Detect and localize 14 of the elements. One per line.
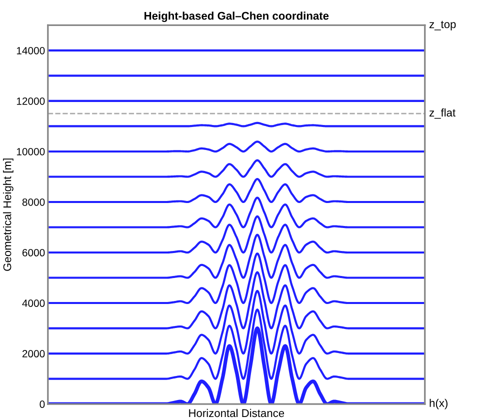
y-tick-label: 6000 <box>22 249 45 256</box>
ref-line-label: z_flat <box>429 108 456 119</box>
y-tick-label: 14000 <box>16 46 45 54</box>
y-axis-title: Geometrical Height [m] <box>3 158 14 271</box>
y-tick-label: 4000 <box>22 300 45 307</box>
y-tick-label: 12000 <box>16 97 45 105</box>
chart-title: Height-based Gal–Chen coordinate <box>144 12 329 22</box>
y-tick-label: 8000 <box>22 198 45 206</box>
series-label: h(x) <box>430 398 448 410</box>
x-axis-title: Horizontal Distance <box>189 408 284 418</box>
y-tick-label: 10000 <box>16 148 45 156</box>
y-tick-label: 0 <box>40 400 45 408</box>
y-tick-label: 2000 <box>22 350 45 358</box>
text: z_top <box>429 20 456 30</box>
